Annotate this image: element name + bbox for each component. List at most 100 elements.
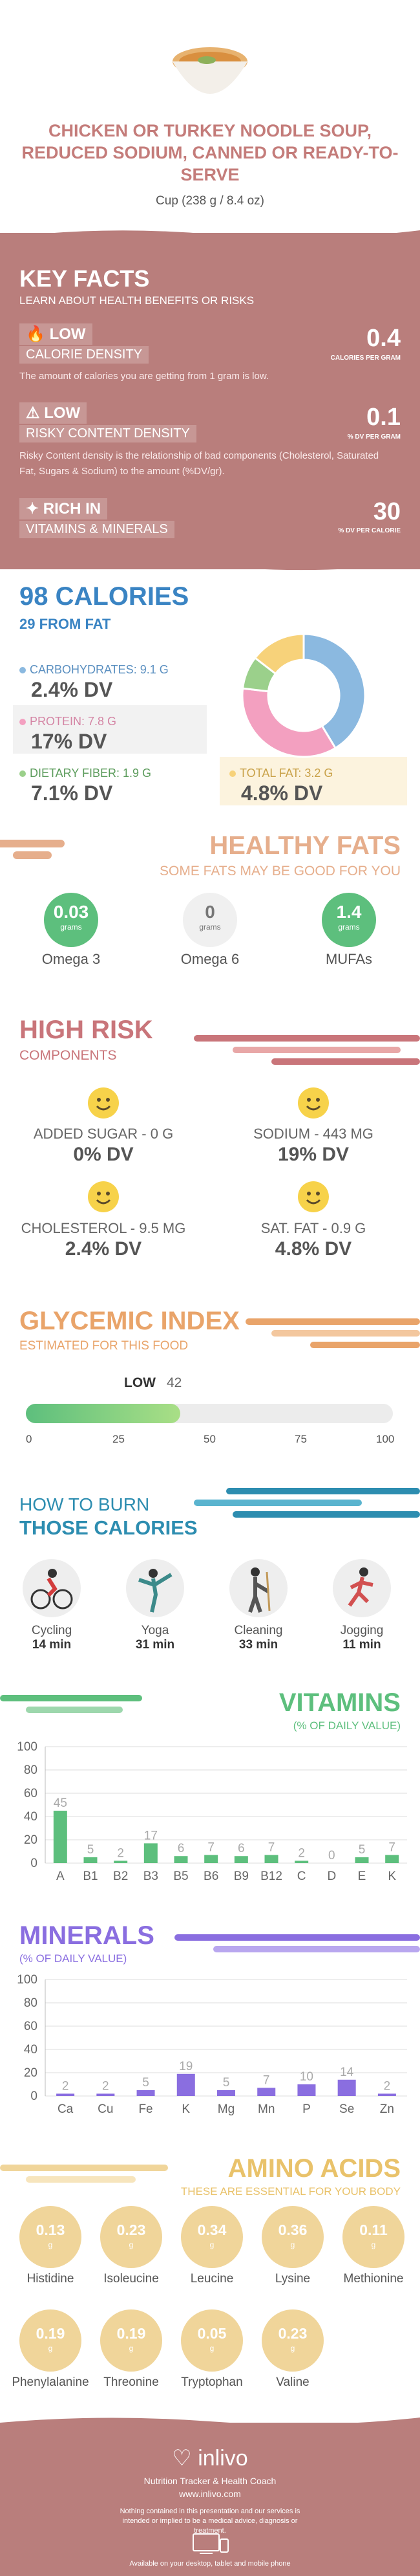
decor-bar [0,840,65,847]
bar [204,1855,218,1863]
activity-jogging: Jogging 11 min [323,1559,401,1652]
food-title: CHICKEN OR TURKEY NOODLE SOUP, REDUCED S… [21,121,399,184]
decor-bar [13,851,52,859]
x-tick-label: Cu [98,2102,113,2116]
bar-value-label: 7 [263,2073,270,2087]
kf-level: 🔥 LOW [19,323,92,345]
bar [385,1855,399,1863]
burn-section: HOW TO BURN THOSE CALORIES Cycling 14 mi… [0,1468,420,1682]
gi-tick: 75 [295,1433,307,1445]
fat-box [220,757,407,805]
burn-title-1: HOW TO BURN [19,1494,150,1514]
amino-leucine: 0.34 g Leucine [167,2206,257,2286]
kf-unit: % DV PER CALORIE [338,527,401,534]
glycemic-title: GLYCEMIC INDEX [19,1307,240,1335]
bar [83,1857,98,1863]
minerals-bar-chart: 0 20 40 60 80 100 2 Ca 2 Cu 5 Fe 19 K 5 Mg 7 Mn 10 P 14 Se 2 Zn [17,1973,407,2116]
amino-title: AMINO ACIDS [227,2154,401,2183]
bar-value-label: 2 [102,2079,109,2093]
decor-bar [246,1318,420,1325]
x-tick-label: B1 [83,1870,98,1883]
decor-bar [213,1946,420,1952]
fat-dv: 4.8% DV [241,781,323,805]
bar-value-label: 6 [238,1842,245,1855]
bar-value-label: 5 [223,2076,230,2090]
omega3-circle: 0.03 grams [44,893,98,947]
vitamins-title: VITAMINS [278,1688,401,1717]
minerals-subtitle: (% OF DAILY VALUE) [19,1952,127,1965]
x-tick-label: B3 [143,1870,158,1883]
cholesterol-label: CHOLESTEROL - 9.5 mg [21,1220,186,1236]
minerals-title: MINERALS [19,1921,154,1950]
bar [176,2073,195,2096]
gi-value: 42 [167,1375,182,1390]
bar-value-label: 5 [87,1843,94,1857]
y-tick-label: 40 [24,2043,37,2057]
x-tick-label: A [56,1870,65,1883]
y-tick-label: 20 [24,2066,37,2080]
decor-bar [271,1330,420,1337]
glycemic-section: GLYCEMIC INDEX ESTIMATED FOR THIS FOOD L… [0,1287,420,1449]
amino-valine: 0.23 g Valine [247,2309,338,2390]
bar-value-label: 2 [298,1846,305,1860]
bar [355,1857,369,1863]
y-tick-label: 60 [24,2020,37,2033]
activity-cycling: Cycling 14 min [13,1559,90,1652]
x-tick-label: Se [339,2102,354,2116]
bar-value-label: 2 [62,2079,69,2093]
footer-available: Available on your desktop, tablet and mo… [129,2560,291,2568]
fiber-dv: 7.1% DV [31,781,113,805]
y-tick-label: 80 [24,1763,37,1777]
bar [136,2090,155,2096]
healthy-fats-subtitle: SOME FATS MAY BE GOOD FOR YOU [159,864,401,879]
bar-value-label: 19 [179,2060,193,2073]
bar-value-label: 14 [340,2066,354,2079]
bar [234,1856,248,1863]
amino-threonine: 0.19 g Threonine [86,2309,176,2390]
y-tick-label: 0 [30,1857,37,1870]
x-tick-label: Zn [380,2102,394,2116]
omega6-circle: 0 grams [183,893,237,947]
bar-value-label: 10 [300,2070,313,2084]
x-tick-label: E [358,1870,366,1883]
x-tick-label: C [297,1870,306,1883]
decor-bar [194,1500,362,1506]
amino-section: AMINO ACIDS THESE ARE ESSENTIAL FOR YOUR… [0,2148,420,2419]
added-sugar-label: ADDED SUGAR - 0 g [33,1126,174,1142]
footer-logo[interactable]: ♡ inlivo [172,2446,248,2471]
vitamins-section: VITAMINS (% OF DAILY VALUE) 0 20 40 60 80 100… [0,1682,420,1908]
bar-value-label: 2 [117,1846,124,1860]
gi-fill [26,1404,180,1423]
bar-value-label: 7 [268,1840,275,1854]
bar-value-label: 7 [388,1840,395,1854]
kf-name: RISKY CONTENT DENSITY [19,425,196,442]
cycling-icon [30,1569,73,1610]
decor-bar [233,1511,420,1518]
bar [297,2084,316,2096]
kf-unit: % DV PER GRAM [347,433,401,441]
kf-value: 0.4 [366,325,401,352]
sodium-dv: 19% DV [277,1144,350,1165]
bar-value-label: 2 [384,2079,391,2093]
x-tick-label: B6 [204,1870,218,1883]
x-tick-label: Fe [138,2102,152,2116]
heart-icon: ♡ [172,2446,192,2471]
header-section: CHICKEN OR TURKEY NOODLE SOUP, REDUCED S… [0,0,420,233]
decor-bar [310,1342,420,1348]
x-tick-label: D [327,1870,336,1883]
healthy-fats-title: HEALTHY FATS [209,831,401,860]
cleaning-icon [248,1567,271,1613]
decor-bar [233,1047,401,1053]
y-tick-label: 80 [24,1996,37,2010]
footer-url[interactable]: www.inlivo.com [179,2489,241,2499]
protein-dv: 17% DV [31,730,107,753]
wave-top [0,2418,420,2433]
devices-icon [193,2533,229,2554]
key-facts-subtitle: LEARN ABOUT HEALTH BENEFITS OR RISKS [19,294,255,307]
gi-tick: 0 [26,1433,32,1445]
amino-methionine: 0.11 g Methionine [328,2206,419,2286]
high-risk-section: HIGH RISK COMPONENTS ADDED SUGAR - 0 g 0… [0,983,420,1281]
decor-bar [271,1058,420,1065]
y-tick-label: 40 [24,1810,37,1824]
sat-fat-dv: 4.8% DV [275,1238,352,1260]
